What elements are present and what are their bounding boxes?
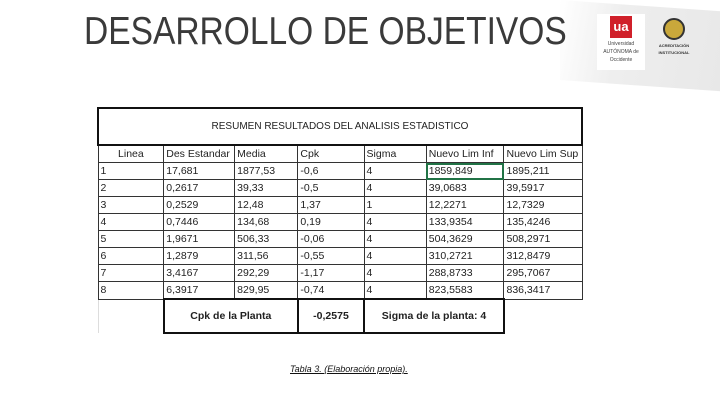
table-row: 2 0,2617 39,33 -0,5 4 39,0683 39,5917 bbox=[97, 179, 583, 197]
table-cell: 829,95 bbox=[234, 281, 299, 300]
table-row: 8 6,3917 829,95 -0,74 4 823,5583 836,3417 bbox=[97, 281, 583, 300]
table-cell: -0,6 bbox=[297, 162, 365, 180]
table-cell: 1,2879 bbox=[163, 247, 236, 265]
table-row: 7 3,4167 292,29 -1,17 4 288,8733 295,7067 bbox=[97, 264, 583, 282]
table-cell: 8 bbox=[97, 281, 165, 300]
table-cell: 4 bbox=[97, 213, 165, 231]
spreadsheet-image: RESUMEN RESULTADOS DEL ANALISIS ESTADIST… bbox=[97, 107, 583, 334]
table-cell: 17,681 bbox=[163, 162, 236, 180]
table-cell: 6 bbox=[97, 247, 165, 265]
table-cell: 4 bbox=[363, 264, 427, 282]
table-cell: 39,5917 bbox=[503, 179, 583, 197]
table-cell: 310,2721 bbox=[425, 247, 505, 265]
table-cell: 0,7446 bbox=[163, 213, 236, 231]
table-cell: 5 bbox=[97, 230, 165, 248]
table-cell: 1 bbox=[97, 162, 165, 180]
table-cell: 2 bbox=[97, 179, 165, 197]
seal-icon bbox=[663, 18, 685, 40]
header-row: Linea Des Estandar Media Cpk Sigma Nuevo… bbox=[97, 144, 583, 163]
table-cell: 4 bbox=[363, 230, 427, 248]
table-cell: 133,9354 bbox=[425, 213, 505, 231]
table-cell: 4 bbox=[363, 281, 427, 300]
table-row: 6 1,2879 311,56 -0,55 4 310,2721 312,8479 bbox=[97, 247, 583, 265]
table-cell: 0,19 bbox=[297, 213, 365, 231]
table-cell: 6,3917 bbox=[163, 281, 236, 300]
header-cell: Nuevo Lim Sup bbox=[503, 144, 583, 163]
table-cell: 3 bbox=[97, 196, 165, 214]
table-cell: 836,3417 bbox=[503, 281, 583, 300]
table-cell: 506,33 bbox=[234, 230, 299, 248]
table-cell: 1 bbox=[363, 196, 427, 214]
table-cell: -1,17 bbox=[297, 264, 365, 282]
table-cell: 4 bbox=[363, 213, 427, 231]
university-logo: ua Universidad AUTÓNOMA de Occidente bbox=[597, 14, 645, 70]
table-cell: 295,7067 bbox=[503, 264, 583, 282]
table-cell: 134,68 bbox=[234, 213, 299, 231]
table-cell: 12,7329 bbox=[503, 196, 583, 214]
table-title: RESUMEN RESULTADOS DEL ANALISIS ESTADIST… bbox=[97, 107, 583, 146]
table-cell: 12,2271 bbox=[425, 196, 505, 214]
table-cell: 4 bbox=[363, 179, 427, 197]
table-row: 4 0,7446 134,68 0,19 4 133,9354 135,4246 bbox=[97, 213, 583, 231]
header-cell: Nuevo Lim Inf bbox=[425, 144, 505, 163]
footer-row: Cpk de la Planta -0,2575 Sigma de la pla… bbox=[97, 298, 582, 334]
table-cell: 1,37 bbox=[297, 196, 365, 214]
table-cell: -0,06 bbox=[297, 230, 365, 248]
header-cell: Linea bbox=[97, 144, 165, 163]
slide-title: DESARROLLO DE OBJETIVOS bbox=[84, 10, 567, 53]
table-cell: 823,5583 bbox=[425, 281, 505, 300]
table-cell: 1,9671 bbox=[163, 230, 236, 248]
table-row: 5 1,9671 506,33 -0,06 4 504,3629 508,2971 bbox=[97, 230, 583, 248]
table-caption: Tabla 3. (Elaboración propia). bbox=[290, 364, 408, 374]
sigma-planta: Sigma de la planta: 4 bbox=[363, 298, 505, 334]
header-cell: Des Estandar bbox=[163, 144, 236, 163]
table-cell: 1877,53 bbox=[234, 162, 299, 180]
header-cell: Sigma bbox=[363, 144, 427, 163]
table-cell: 1895,211 bbox=[503, 162, 583, 180]
header-cell: Cpk bbox=[297, 144, 365, 163]
header-cell: Media bbox=[234, 144, 299, 163]
table-cell: 312,8479 bbox=[503, 247, 583, 265]
table-cell: -0,55 bbox=[297, 247, 365, 265]
table-cell: 39,33 bbox=[234, 179, 299, 197]
table-row: 3 0,2529 12,48 1,37 1 12,2271 12,7329 bbox=[97, 196, 583, 214]
table-cell: 135,4246 bbox=[503, 213, 583, 231]
table-cell: -0,5 bbox=[297, 179, 365, 197]
table-cell: 288,8733 bbox=[425, 264, 505, 282]
table-cell: 504,3629 bbox=[425, 230, 505, 248]
table-cell: 508,2971 bbox=[503, 230, 583, 248]
university-logo-text: Universidad AUTÓNOMA de Occidente bbox=[603, 41, 639, 63]
table-cell: 3,4167 bbox=[163, 264, 236, 282]
table-cell: 7 bbox=[97, 264, 165, 282]
table-cell: -0,74 bbox=[297, 281, 365, 300]
cpk-planta-label: Cpk de la Planta bbox=[162, 298, 299, 334]
table-cell: 1859,849 bbox=[425, 162, 505, 180]
table-cell: 4 bbox=[363, 162, 427, 180]
accreditation-logo: ACREDITACIÓN INSTITUCIONAL bbox=[652, 18, 696, 56]
table-cell: 0,2529 bbox=[163, 196, 236, 214]
table-cell: 0,2617 bbox=[163, 179, 236, 197]
table-cell: 292,29 bbox=[234, 264, 299, 282]
results-table: RESUMEN RESULTADOS DEL ANALISIS ESTADIST… bbox=[97, 107, 583, 334]
table-row: 1 17,681 1877,53 -0,6 4 1859,849 1895,211 bbox=[97, 162, 583, 180]
table-cell: 311,56 bbox=[234, 247, 299, 265]
uao-logo-icon: ua bbox=[610, 16, 632, 38]
cpk-planta-value: -0,2575 bbox=[296, 298, 366, 334]
table-cell: 4 bbox=[363, 247, 427, 265]
accreditation-logo-text: ACREDITACIÓN INSTITUCIONAL bbox=[658, 43, 690, 55]
table-cell: 12,48 bbox=[234, 196, 299, 214]
table-cell: 39,0683 bbox=[425, 179, 505, 197]
